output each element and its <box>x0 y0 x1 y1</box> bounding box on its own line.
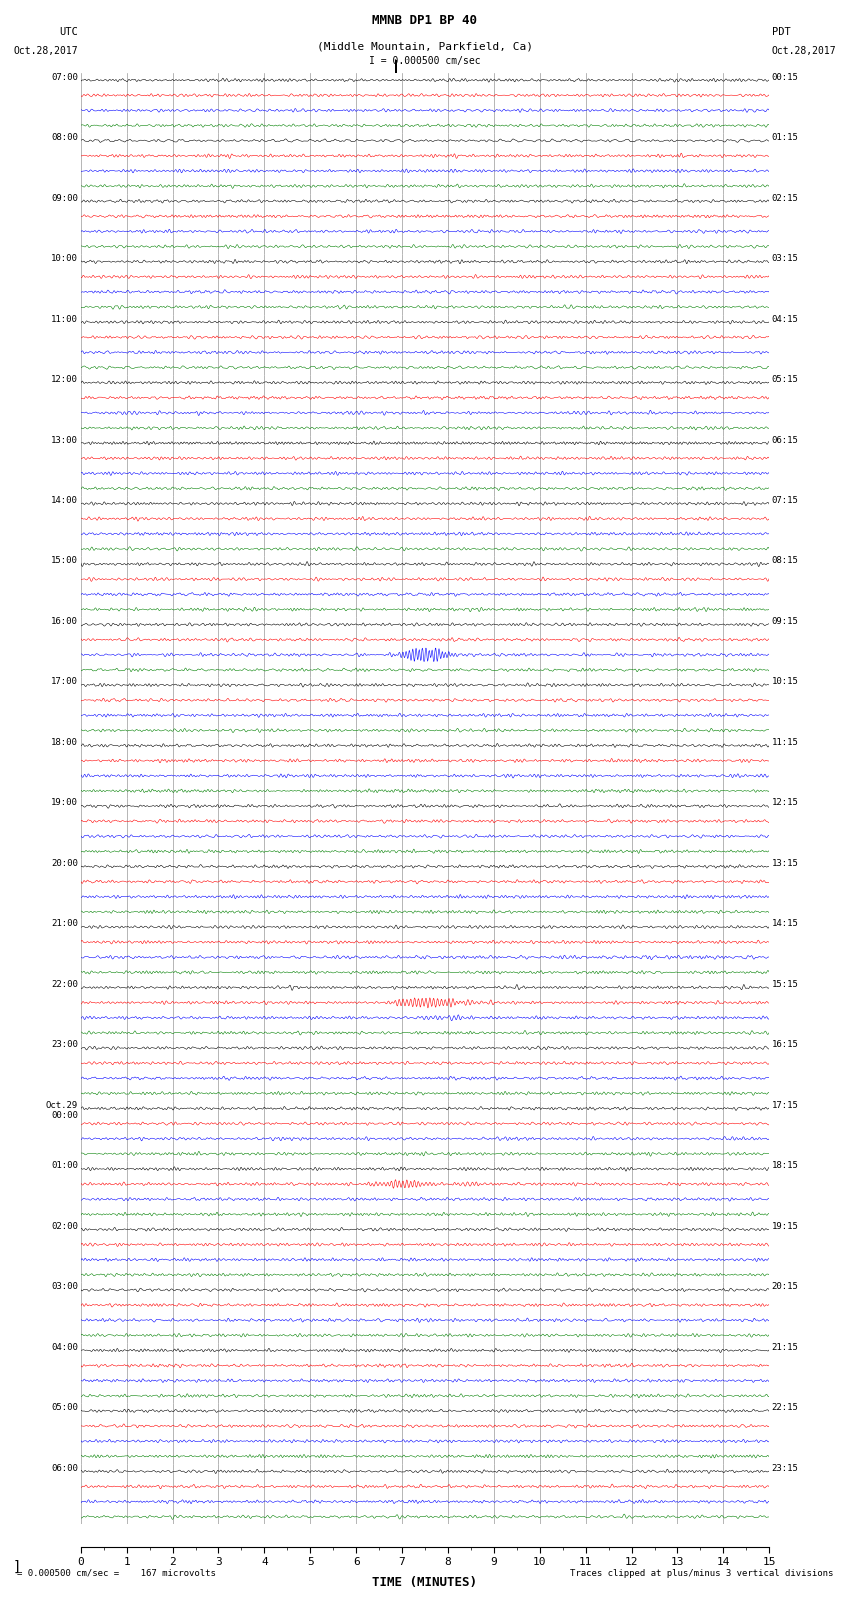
Text: = 0.000500 cm/sec =    167 microvolts: = 0.000500 cm/sec = 167 microvolts <box>17 1568 216 1578</box>
Text: 10:00: 10:00 <box>51 255 78 263</box>
Text: ]: ] <box>13 1560 21 1574</box>
Text: I = 0.000500 cm/sec: I = 0.000500 cm/sec <box>369 56 481 66</box>
Text: 05:00: 05:00 <box>51 1403 78 1413</box>
Text: 09:00: 09:00 <box>51 194 78 203</box>
Text: 03:15: 03:15 <box>772 255 799 263</box>
Text: 19:15: 19:15 <box>772 1223 799 1231</box>
Text: 05:15: 05:15 <box>772 376 799 384</box>
Text: 00:15: 00:15 <box>772 73 799 82</box>
Text: 07:15: 07:15 <box>772 497 799 505</box>
Text: (Middle Mountain, Parkfield, Ca): (Middle Mountain, Parkfield, Ca) <box>317 42 533 52</box>
Text: 08:00: 08:00 <box>51 134 78 142</box>
Text: 04:15: 04:15 <box>772 315 799 324</box>
Text: 22:15: 22:15 <box>772 1403 799 1413</box>
Text: 13:00: 13:00 <box>51 436 78 445</box>
Text: 17:00: 17:00 <box>51 677 78 687</box>
Text: 06:15: 06:15 <box>772 436 799 445</box>
Text: Traces clipped at plus/minus 3 vertical divisions: Traces clipped at plus/minus 3 vertical … <box>570 1568 833 1578</box>
Text: TIME (MINUTES): TIME (MINUTES) <box>372 1576 478 1589</box>
Text: 07:00: 07:00 <box>51 73 78 82</box>
Text: 11:15: 11:15 <box>772 739 799 747</box>
Text: 17:15: 17:15 <box>772 1100 799 1110</box>
Text: 21:00: 21:00 <box>51 919 78 929</box>
Text: Oct.29
00:00: Oct.29 00:00 <box>46 1100 78 1121</box>
Text: 06:00: 06:00 <box>51 1465 78 1473</box>
Text: MMNB DP1 BP 40: MMNB DP1 BP 40 <box>372 15 478 27</box>
Text: 02:00: 02:00 <box>51 1223 78 1231</box>
Text: 19:00: 19:00 <box>51 798 78 808</box>
Text: 11:00: 11:00 <box>51 315 78 324</box>
Text: 20:00: 20:00 <box>51 860 78 868</box>
Text: 09:15: 09:15 <box>772 618 799 626</box>
Text: 16:15: 16:15 <box>772 1040 799 1050</box>
Text: 01:15: 01:15 <box>772 134 799 142</box>
Text: 01:00: 01:00 <box>51 1161 78 1171</box>
Text: 10:15: 10:15 <box>772 677 799 687</box>
Text: 23:00: 23:00 <box>51 1040 78 1050</box>
Text: Oct.28,2017: Oct.28,2017 <box>14 47 78 56</box>
Text: 16:00: 16:00 <box>51 618 78 626</box>
Text: 14:15: 14:15 <box>772 919 799 929</box>
Text: 03:00: 03:00 <box>51 1282 78 1292</box>
Text: 04:00: 04:00 <box>51 1342 78 1352</box>
Text: 23:15: 23:15 <box>772 1465 799 1473</box>
Text: 20:15: 20:15 <box>772 1282 799 1292</box>
Text: 21:15: 21:15 <box>772 1342 799 1352</box>
Text: 14:00: 14:00 <box>51 497 78 505</box>
Text: 08:15: 08:15 <box>772 556 799 566</box>
Text: 18:15: 18:15 <box>772 1161 799 1171</box>
Text: 12:15: 12:15 <box>772 798 799 808</box>
Text: 15:00: 15:00 <box>51 556 78 566</box>
Text: 15:15: 15:15 <box>772 981 799 989</box>
Text: 02:15: 02:15 <box>772 194 799 203</box>
Text: 18:00: 18:00 <box>51 739 78 747</box>
Text: PDT: PDT <box>772 27 791 37</box>
Text: UTC: UTC <box>60 27 78 37</box>
Text: Oct.28,2017: Oct.28,2017 <box>772 47 836 56</box>
Text: 22:00: 22:00 <box>51 981 78 989</box>
Text: 13:15: 13:15 <box>772 860 799 868</box>
Text: 12:00: 12:00 <box>51 376 78 384</box>
